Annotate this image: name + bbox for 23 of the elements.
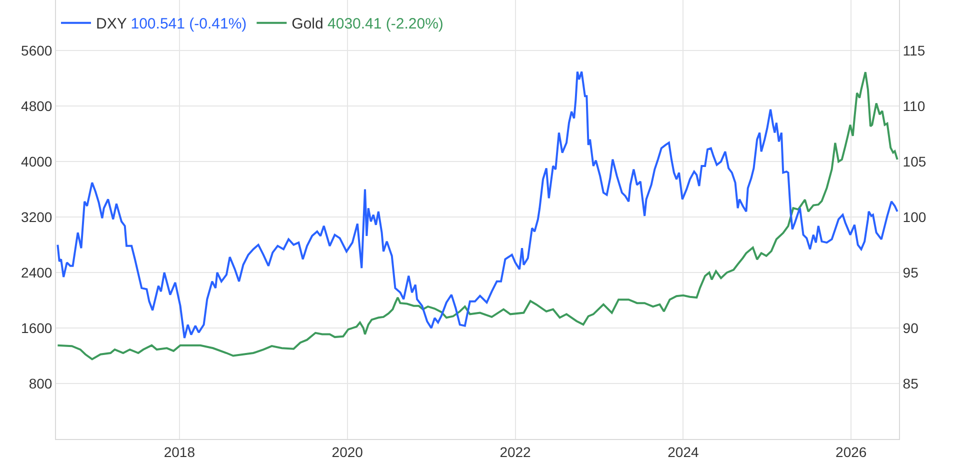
x-tick-label: 2020 (332, 444, 364, 460)
x-tick-label: 2026 (836, 444, 867, 460)
y2-tick-label: 95 (902, 264, 919, 280)
y2-tick-label: 90 (902, 320, 919, 336)
annotation: 4030.41 (-2.20%) (328, 16, 444, 33)
y2-tick-label: 115 (902, 42, 926, 58)
y2-tick-label: 110 (902, 98, 926, 114)
y2-tick-label: 85 (902, 375, 919, 392)
x-tick-label: 2022 (500, 444, 532, 460)
annotation: 100.541 (-0.41%) (130, 16, 247, 33)
y-tick-label: 800 (28, 375, 52, 392)
y2-tick-label: 105 (902, 153, 926, 170)
legend-label: Gold (292, 16, 324, 33)
y2-tick-label: 100 (902, 208, 926, 225)
y-tick-label: 4800 (21, 98, 52, 114)
y-tick-label: 5600 (21, 42, 52, 59)
y-tick-label: 4000 (21, 153, 52, 170)
x-tick-label: 2018 (164, 444, 196, 460)
y-tick-label: 1600 (21, 320, 52, 336)
y-tick-label: 2400 (21, 264, 52, 280)
y-tick-label: 3200 (21, 208, 52, 225)
x-tick-label: 2024 (668, 444, 699, 460)
legend-label: DXY (96, 16, 127, 33)
